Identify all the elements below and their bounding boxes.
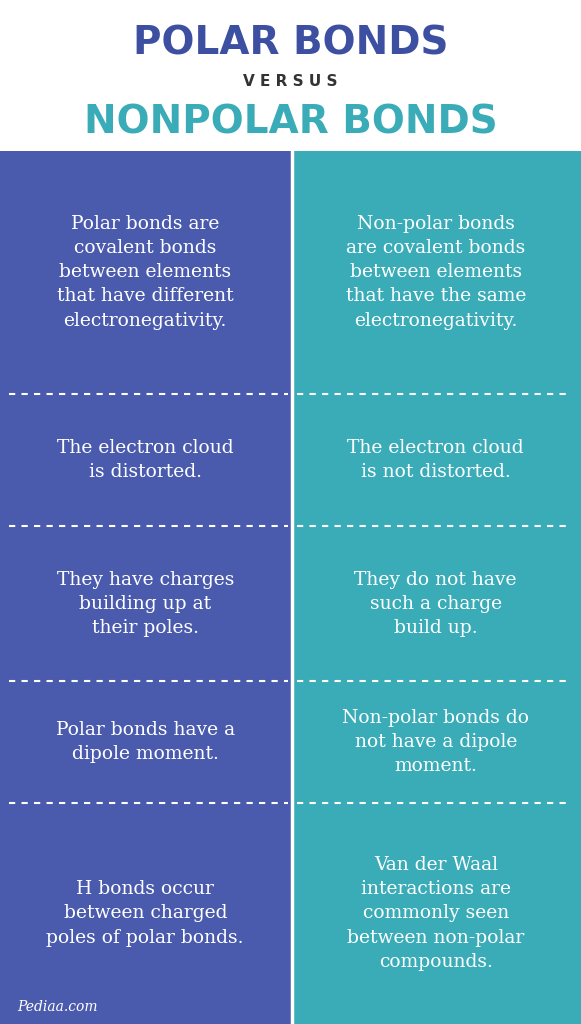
Text: They do not have
such a charge
build up.: They do not have such a charge build up. xyxy=(354,570,517,637)
Bar xyxy=(0,681,290,803)
Text: Van der Waal
interactions are
commonly seen
between non-polar
compounds.: Van der Waal interactions are commonly s… xyxy=(347,856,525,971)
Bar xyxy=(294,681,581,803)
Text: Pediaa.com: Pediaa.com xyxy=(17,999,98,1014)
Text: V E R S U S: V E R S U S xyxy=(243,75,338,89)
Bar xyxy=(0,803,290,1024)
Bar xyxy=(294,526,581,681)
Bar xyxy=(0,394,290,526)
Text: Non-polar bonds
are covalent bonds
between elements
that have the same
electrone: Non-polar bonds are covalent bonds betwe… xyxy=(346,215,526,330)
Text: The electron cloud
is distorted.: The electron cloud is distorted. xyxy=(57,439,234,481)
Text: They have charges
building up at
their poles.: They have charges building up at their p… xyxy=(56,570,234,637)
Bar xyxy=(294,151,581,394)
Bar xyxy=(0,151,290,394)
Text: Non-polar bonds do
not have a dipole
moment.: Non-polar bonds do not have a dipole mom… xyxy=(342,709,529,775)
Bar xyxy=(0,526,290,681)
Text: Polar bonds are
covalent bonds
between elements
that have different
electronegat: Polar bonds are covalent bonds between e… xyxy=(57,215,234,330)
Bar xyxy=(294,803,581,1024)
Text: NONPOLAR BONDS: NONPOLAR BONDS xyxy=(84,103,497,142)
Bar xyxy=(294,394,581,526)
Text: POLAR BONDS: POLAR BONDS xyxy=(132,24,449,62)
Text: The electron cloud
is not distorted.: The electron cloud is not distorted. xyxy=(347,439,524,481)
Text: Polar bonds have a
dipole moment.: Polar bonds have a dipole moment. xyxy=(56,721,235,763)
Text: H bonds occur
between charged
poles of polar bonds.: H bonds occur between charged poles of p… xyxy=(46,881,244,947)
